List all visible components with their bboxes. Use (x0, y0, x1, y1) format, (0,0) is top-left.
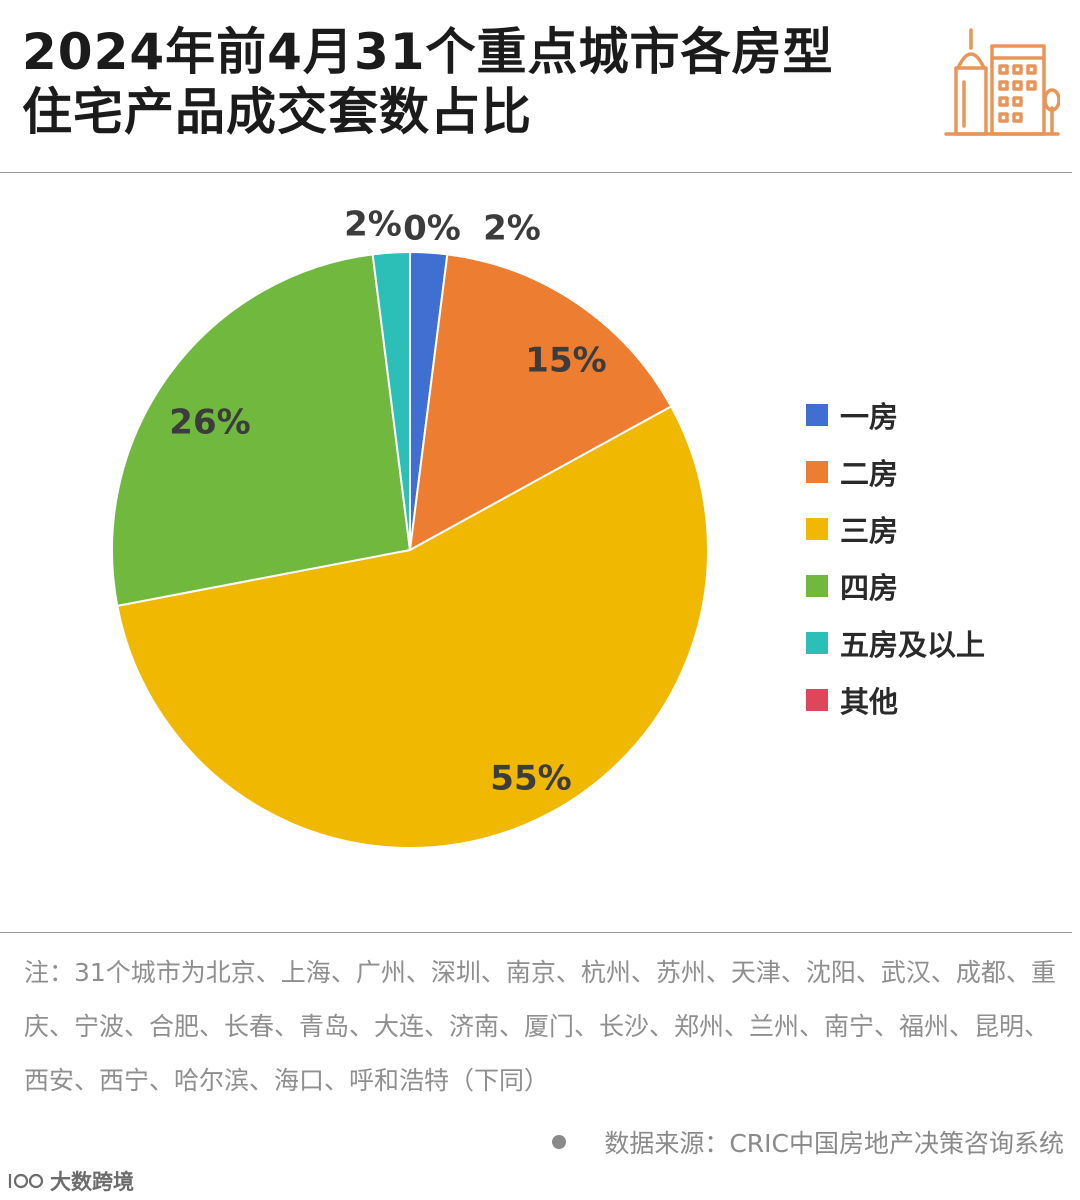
legend-item-5: 五房及以上 (806, 614, 985, 671)
legend-item-3: 三房 (806, 500, 985, 557)
pie-chart: 2%15%55%26%2% 0% (111, 205, 709, 849)
legend-swatch (806, 460, 828, 483)
pie-slice-4 (111, 253, 412, 608)
data-label-5: 2% (344, 205, 402, 245)
pie-slice-5 (371, 250, 411, 551)
legend-label: 五房及以上 (840, 627, 986, 662)
legend-label: 二房 (840, 456, 899, 491)
watermark-text: 大数跨境 (50, 1170, 134, 1194)
chart-title: 2024年前4月31个重点城市各房型 住宅产品成交套数占比 (22, 22, 922, 142)
watermark-icon (8, 1173, 44, 1189)
legend-label: 四房 (840, 570, 899, 605)
legend-swatch (806, 574, 828, 597)
city-buildings-icon (944, 28, 1060, 136)
chart-title-line-2: 住宅产品成交套数占比 (22, 83, 532, 141)
data-label-4: 26% (169, 403, 250, 443)
data-source-text: 数据来源：CRIC中国房地产决策咨询系统 (604, 1129, 1064, 1158)
legend-swatch (806, 688, 828, 711)
bullet-dot-icon (552, 1135, 567, 1149)
legend-item-4: 四房 (806, 557, 985, 614)
legend-swatch (806, 403, 828, 426)
data-label-3: 55% (490, 759, 571, 799)
bottom-divider (0, 932, 1072, 933)
legend-item-2: 二房 (806, 443, 985, 500)
chart-title-line-1: 2024年前4月31个重点城市各房型 (22, 23, 834, 81)
legend-swatch (806, 517, 828, 540)
data-label-2: 15% (525, 341, 606, 381)
legend-label: 三房 (840, 513, 899, 548)
footnote: 注：31个城市为北京、上海、广州、深圳、南京、杭州、苏州、天津、沈阳、武汉、成都… (24, 958, 1056, 1095)
legend-label: 一房 (840, 399, 899, 434)
data-label-6: 0% (403, 209, 461, 249)
legend-label: 其他 (840, 684, 899, 719)
legend-item-1: 一房 (806, 386, 985, 443)
watermark-logo: 大数跨境 (6, 1166, 134, 1196)
data-source: 数据来源：CRIC中国房地产决策咨询系统 (552, 1124, 1064, 1160)
chart-legend: 一房二房三房四房五房及以上其他 (806, 386, 985, 728)
data-label-1: 2% (483, 209, 541, 249)
top-divider (0, 172, 1072, 173)
pie-slice-3 (116, 405, 709, 849)
legend-item-6: 其他 (806, 671, 985, 728)
pie-slice-2 (408, 253, 673, 552)
legend-swatch (806, 631, 828, 654)
